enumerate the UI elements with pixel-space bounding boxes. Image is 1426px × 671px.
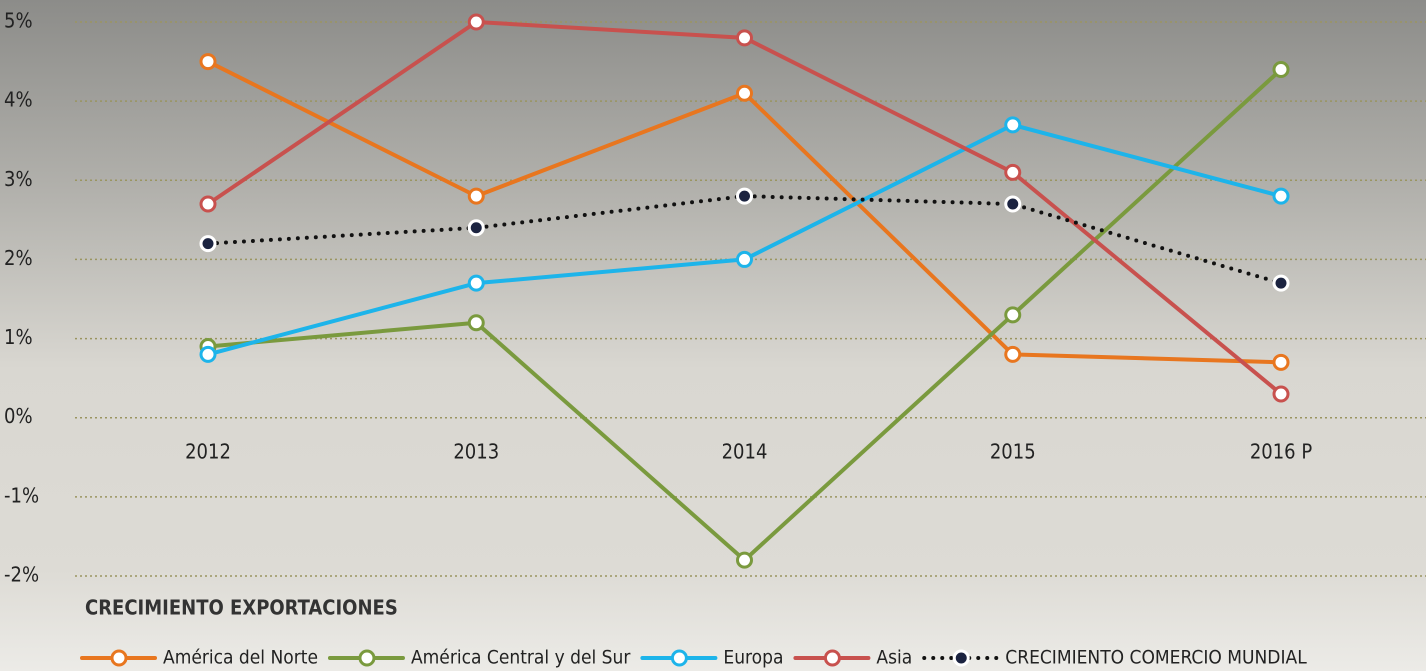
x-tick-label: 2012 [185, 440, 231, 464]
data-point [736, 250, 753, 268]
data-point [199, 235, 217, 253]
legend-label: América del Norte [163, 647, 318, 669]
y-tick-label: -2% [4, 563, 39, 587]
y-tick-label: 2% [4, 246, 33, 270]
y-tick-label: 0% [4, 404, 33, 428]
data-point [736, 551, 753, 569]
data-point [199, 345, 217, 363]
y-tick-label: 5% [4, 9, 33, 33]
data-point [199, 195, 217, 213]
data-point [1272, 187, 1290, 205]
data-point [1004, 116, 1022, 134]
x-tick-label: 2015 [990, 440, 1036, 464]
x-tick-label: 2016 P [1250, 440, 1312, 464]
legend-marker [823, 649, 841, 667]
data-point [1272, 60, 1290, 78]
y-tick-label: 4% [4, 88, 33, 112]
y-tick-label: 1% [4, 325, 33, 349]
data-point [1272, 385, 1290, 403]
legend-label: Europa [723, 647, 783, 669]
data-point [467, 274, 485, 292]
data-point [199, 53, 217, 71]
data-point [467, 219, 485, 237]
data-point [1004, 345, 1022, 363]
legend-marker [952, 649, 970, 667]
y-tick-label: -1% [4, 483, 39, 507]
data-point [467, 13, 485, 31]
y-tick-label: 3% [4, 167, 33, 191]
legend-marker [110, 649, 128, 667]
data-point [1004, 306, 1022, 324]
data-point [467, 187, 485, 205]
x-tick-label: 2014 [722, 440, 768, 464]
data-point [467, 314, 485, 332]
legend-title: CRECIMIENTO EXPORTACIONES [85, 596, 398, 620]
data-point [736, 84, 753, 102]
x-tick-label: 2013 [453, 440, 499, 464]
data-point [1272, 274, 1290, 292]
data-point [1004, 195, 1022, 213]
legend-marker [670, 649, 688, 667]
data-point [736, 187, 753, 205]
legend-label: CRECIMIENTO COMERCIO MUNDIAL [1005, 647, 1307, 669]
data-point [736, 29, 753, 47]
data-point [1272, 353, 1290, 371]
legend-marker [358, 649, 376, 667]
legend-label: Asia [876, 647, 912, 669]
data-point [1004, 163, 1022, 181]
legend-label: América Central y del Sur [411, 647, 631, 669]
